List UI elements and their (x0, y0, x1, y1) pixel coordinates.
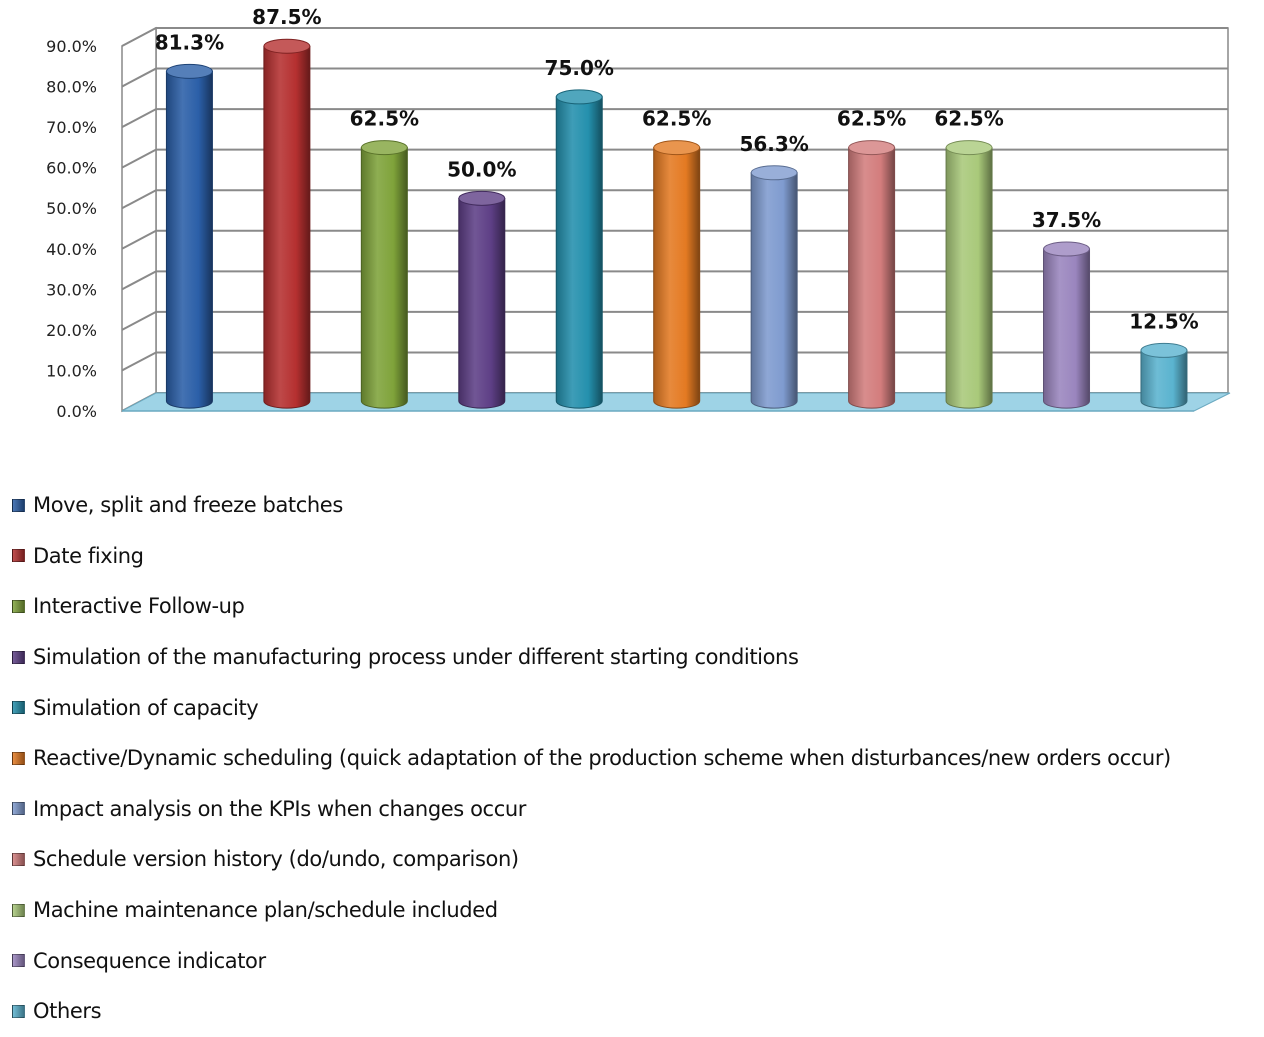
gridline (121, 108, 1228, 128)
gridline (121, 27, 1228, 47)
bar-8 (848, 140, 896, 409)
legend-swatch (12, 701, 25, 715)
bar-7 (750, 165, 798, 409)
legend-label: Simulation of the manufacturing process … (33, 645, 799, 670)
legend-item: Reactive/Dynamic scheduling (quick adapt… (12, 733, 1262, 784)
data-label-3: 62.5% (350, 107, 419, 131)
bar-4 (458, 190, 506, 409)
data-labels: 81.3% 87.5% 62.5% 50.0% 75.0% 62.5% 56.3% 62.5%… (155, 5, 1199, 333)
legend-item: Machine maintenance plan/schedule includ… (12, 885, 1262, 936)
data-label-10: 37.5% (1032, 208, 1101, 232)
legend-label: Consequence indicator (33, 948, 266, 973)
data-label-4: 50.0% (447, 157, 516, 181)
y-tick-label: 60.0% (46, 159, 97, 178)
legend-item: Move, split and freeze batches (12, 480, 1262, 531)
side-wall (121, 26, 157, 413)
gridline (121, 67, 1228, 88)
legend: Move, split and freeze batches Date fixin… (12, 480, 1262, 1037)
bar-2 (263, 38, 311, 409)
y-tick-label: 30.0% (46, 280, 97, 299)
legend-label: Move, split and freeze batches (33, 493, 343, 518)
legend-label: Impact analysis on the KPIs when changes… (33, 796, 526, 821)
legend-item: Impact analysis on the KPIs when changes… (12, 784, 1262, 835)
data-label-5: 75.0% (545, 56, 614, 80)
legend-item: Others (12, 986, 1262, 1037)
data-label-7: 56.3% (739, 132, 808, 156)
legend-item: Schedule version history (do/undo, compa… (12, 834, 1262, 885)
y-tick-label: 20.0% (46, 321, 97, 340)
data-label-2: 87.5% (252, 5, 321, 29)
legend-item: Simulation of capacity (12, 682, 1262, 733)
legend-swatch (12, 852, 25, 866)
legend-label: Machine maintenance plan/schedule includ… (33, 898, 498, 923)
y-axis-ticks: 0.0% 10.0% 20.0% 30.0% 40.0% 50.0% 60.0% 70.0% 8… (46, 37, 97, 421)
data-label-11: 12.5% (1129, 309, 1198, 333)
y-tick-label: 90.0% (46, 37, 97, 56)
legend-swatch (12, 903, 25, 917)
legend-swatch (12, 549, 25, 563)
y-tick-label: 10.0% (46, 361, 97, 380)
data-label-8: 62.5% (837, 107, 906, 131)
legend-item: Consequence indicator (12, 935, 1262, 986)
legend-item: Date fixing (12, 531, 1262, 582)
y-tick-label: 70.0% (46, 118, 97, 137)
legend-swatch (12, 599, 25, 613)
legend-swatch (12, 498, 25, 512)
legend-swatch (12, 1004, 25, 1018)
y-tick-label: 80.0% (46, 78, 97, 97)
legend-swatch (12, 650, 25, 664)
legend-label: Others (33, 999, 102, 1024)
legend-label: Simulation of capacity (33, 695, 259, 720)
y-tick-label: 40.0% (46, 240, 97, 259)
y-tick-label: 50.0% (46, 199, 97, 218)
bar-series (165, 38, 1188, 409)
legend-item: Simulation of the manufacturing process … (12, 632, 1262, 683)
legend-label: Date fixing (33, 543, 144, 568)
data-label-1: 81.3% (155, 30, 224, 54)
bar-5 (555, 89, 603, 409)
data-label-9: 62.5% (934, 107, 1003, 131)
legend-swatch (12, 751, 25, 765)
bar-10 (1043, 241, 1091, 409)
bar-9 (945, 140, 993, 409)
legend-label: Reactive/Dynamic scheduling (quick adapt… (33, 746, 1171, 771)
legend-item: Interactive Follow-up (12, 581, 1262, 632)
legend-label: Interactive Follow-up (33, 594, 245, 619)
legend-swatch (12, 802, 25, 816)
bar-6 (653, 140, 701, 409)
bar-1 (165, 63, 213, 409)
legend-swatch (12, 954, 25, 968)
y-tick-label: 0.0% (56, 402, 97, 421)
bar-3 (360, 140, 408, 409)
bar-11 (1140, 342, 1188, 409)
bar-chart: 0.0% 10.0% 20.0% 30.0% 40.0% 50.0% 60.0% 70.0% 8… (46, 5, 1231, 421)
data-label-6: 62.5% (642, 107, 711, 131)
legend-label: Schedule version history (do/undo, compa… (33, 847, 519, 872)
